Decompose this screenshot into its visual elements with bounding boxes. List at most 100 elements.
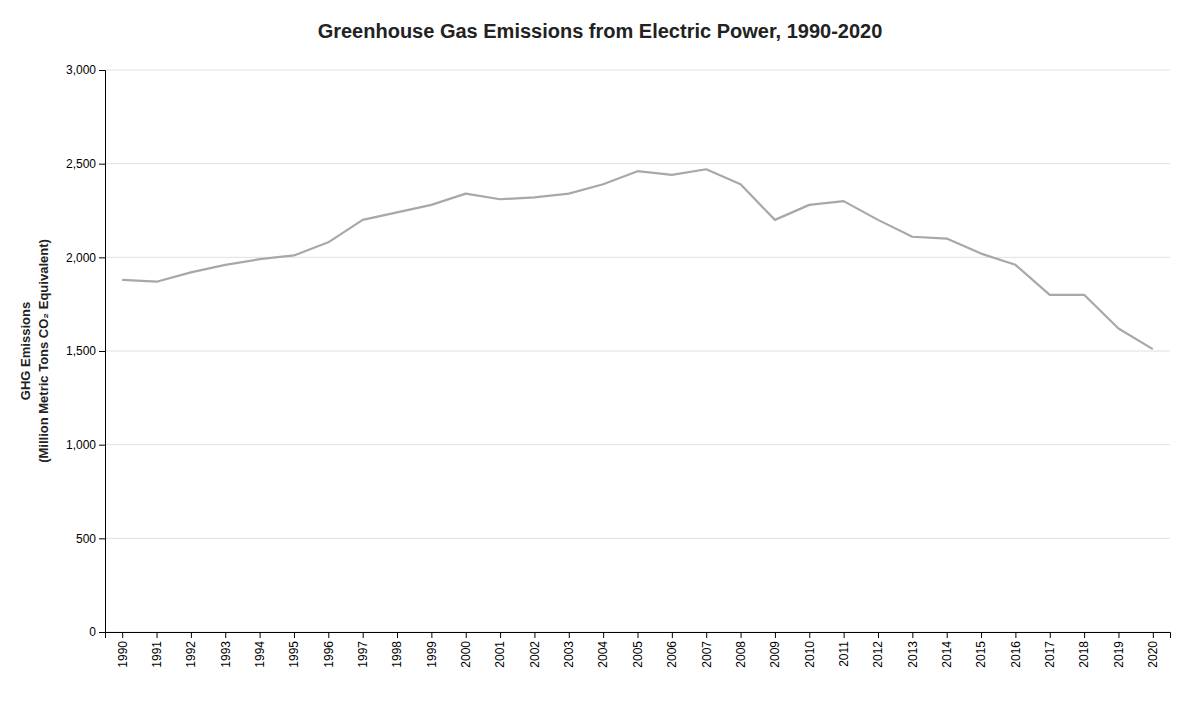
tick-label: 1993 xyxy=(219,641,233,668)
tick-label: 1,000 xyxy=(66,438,96,452)
tick-label: 2017 xyxy=(1043,641,1057,668)
tick-mark xyxy=(1050,632,1051,638)
tick-mark xyxy=(99,351,105,352)
tick-label: 1998 xyxy=(390,641,404,668)
tick-label: 2015 xyxy=(974,641,988,668)
tick: 2015 xyxy=(974,632,988,668)
tick: 1992 xyxy=(184,632,198,668)
tick: 2002 xyxy=(528,632,542,668)
tick-mark xyxy=(99,538,105,539)
tick: 2017 xyxy=(1043,632,1057,668)
tick: 2008 xyxy=(734,632,748,668)
tick-label: 2002 xyxy=(528,641,542,668)
tick: 2011 xyxy=(837,632,851,667)
tick-label: 2001 xyxy=(493,641,507,668)
tick-label: 2012 xyxy=(871,641,885,668)
tick: 2007 xyxy=(700,632,714,668)
tick-mark xyxy=(534,632,535,638)
tick: 1997 xyxy=(356,632,370,668)
tick-mark xyxy=(981,632,982,638)
tick-mark xyxy=(99,632,105,633)
tick-mark xyxy=(363,632,364,638)
tick-mark xyxy=(99,70,105,71)
tick: 3,000 xyxy=(66,63,105,77)
tick-mark xyxy=(122,632,123,638)
tick-label: 2018 xyxy=(1077,641,1091,668)
tick: 2019 xyxy=(1112,632,1126,668)
tick-label: 1994 xyxy=(253,641,267,668)
tick: 1999 xyxy=(425,632,439,668)
title: Greenhouse Gas Emissions from Electric P… xyxy=(318,20,883,42)
tick: 1,000 xyxy=(66,438,105,452)
tick-label: 2019 xyxy=(1112,641,1126,668)
tick-label: 2020 xyxy=(1146,641,1160,668)
tick-mark xyxy=(1118,632,1119,638)
tick-mark xyxy=(500,632,501,638)
line xyxy=(122,169,1153,349)
tick-mark xyxy=(99,164,105,165)
tick: 1995 xyxy=(287,632,301,668)
tick: 1991 xyxy=(150,632,164,668)
tick-mark xyxy=(1084,632,1085,638)
tick: 1996 xyxy=(322,632,336,668)
tick-mark xyxy=(603,632,604,638)
tick-label: 1990 xyxy=(116,641,130,668)
tick: 2020 xyxy=(1146,632,1160,668)
tick-mark xyxy=(947,632,948,638)
tick: 2006 xyxy=(665,632,679,668)
tick-mark xyxy=(1015,632,1016,638)
grid-line xyxy=(105,163,1170,164)
tick-mark xyxy=(397,632,398,638)
tick: 2005 xyxy=(631,632,645,668)
tick-label: 2007 xyxy=(700,641,714,668)
tick: 0 xyxy=(89,625,105,639)
tick: 2,000 xyxy=(66,251,105,265)
tick-mark xyxy=(741,632,742,638)
tick: 2009 xyxy=(768,632,782,668)
tick: 2010 xyxy=(803,632,817,668)
tick: 500 xyxy=(76,532,105,546)
grid-line xyxy=(105,538,1170,539)
tick-mark xyxy=(294,632,295,638)
marks xyxy=(122,169,1153,349)
tick-label: 1999 xyxy=(425,641,439,668)
chart: Greenhouse Gas Emissions from Electric P… xyxy=(0,0,1200,702)
tick-mark xyxy=(775,632,776,638)
tick: 2004 xyxy=(596,632,610,668)
tick-mark xyxy=(191,632,192,638)
tick-mark xyxy=(431,632,432,638)
tick: 1,500 xyxy=(66,344,105,358)
tick-mark xyxy=(99,445,105,446)
tick-label: 2014 xyxy=(940,641,954,668)
tick: 2013 xyxy=(906,632,920,668)
grid-line xyxy=(105,444,1170,445)
tick: 2014 xyxy=(940,632,954,668)
tick-label: 2003 xyxy=(562,641,576,668)
tick-label: 1995 xyxy=(287,641,301,668)
tick: 2012 xyxy=(871,632,885,668)
tick-mark xyxy=(672,632,673,638)
tick-mark xyxy=(878,632,879,638)
tick-label: 2016 xyxy=(1009,641,1023,668)
tick-label: 2004 xyxy=(596,641,610,668)
plot-area: 0 500 1,000 1,500 2,000 2,500 3,000 1990 1991 199… xyxy=(18,63,1171,667)
tick-mark xyxy=(706,632,707,638)
tick: 2000 xyxy=(459,632,473,668)
tick-mark xyxy=(912,632,913,638)
tick-mark xyxy=(328,632,329,638)
tick-label: 2006 xyxy=(665,641,679,668)
tick-label: 2000 xyxy=(459,641,473,668)
tick-mark xyxy=(466,632,467,638)
tick-mark xyxy=(99,257,105,258)
tick: 2016 xyxy=(1009,632,1023,668)
tick-mark xyxy=(638,632,639,638)
tick: 1998 xyxy=(390,632,404,668)
tick-label: 1992 xyxy=(184,641,198,668)
tick: 2003 xyxy=(562,632,576,668)
tick-label: 2009 xyxy=(768,641,782,668)
tick-label: 2,000 xyxy=(66,251,96,265)
tick-mark xyxy=(157,632,158,638)
tick: 2,500 xyxy=(66,157,105,171)
axis-title: (Million Metric Tons CO₂ Equivalent) xyxy=(36,239,51,463)
tick: 2001 xyxy=(493,632,507,668)
